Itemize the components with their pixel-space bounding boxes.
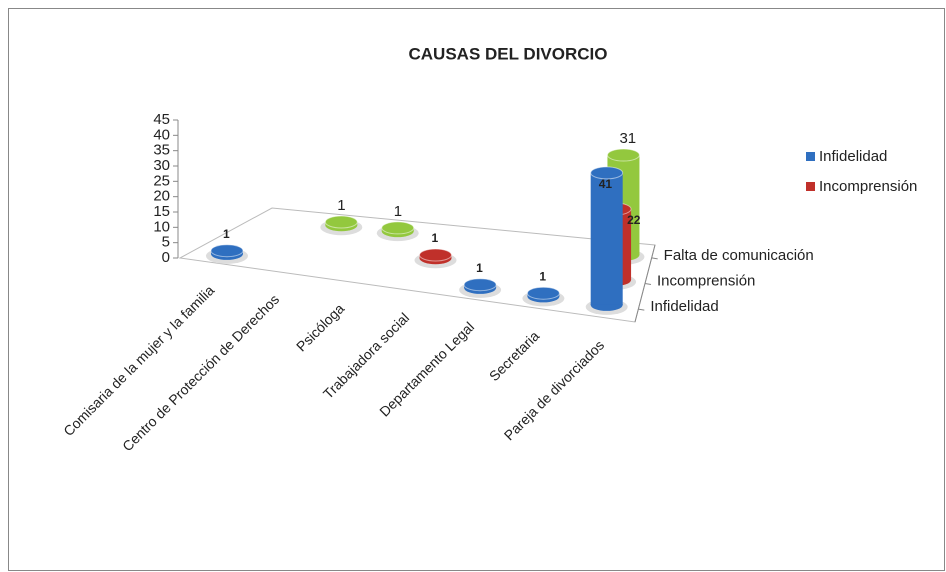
data-label: 1 — [539, 269, 546, 283]
z-tick-label: Incomprensión — [657, 272, 755, 289]
z-tick — [651, 257, 658, 260]
data-label: 22 — [627, 213, 641, 227]
cylinder-body — [590, 172, 623, 305]
cylinder — [381, 221, 415, 238]
y-tick-label: 0 — [162, 249, 170, 266]
legend-label: Infidelidad — [819, 148, 887, 165]
cylinder — [590, 166, 624, 311]
cylinder — [526, 286, 560, 303]
y-tick-label: 35 — [153, 142, 170, 159]
z-tick — [638, 308, 645, 311]
cylinder-top — [419, 248, 452, 262]
data-label: 1 — [337, 197, 345, 214]
data-label: 1 — [394, 203, 402, 220]
z-tick-label: Falta de comunicación — [664, 247, 814, 264]
y-tick-label: 45 — [153, 111, 170, 128]
y-tick-label: 5 — [162, 234, 170, 251]
cylinder-top — [606, 148, 640, 162]
y-tick-label: 40 — [153, 126, 170, 143]
data-label: 1 — [223, 227, 230, 241]
cylinder-top — [526, 286, 560, 300]
cylinder-top — [463, 278, 497, 292]
data-label: 1 — [432, 231, 439, 245]
y-tick-label: 30 — [153, 157, 170, 174]
y-tick-label: 25 — [153, 172, 170, 189]
chart-title: CAUSAS DEL DIVORCIO — [409, 44, 608, 63]
cylinder — [419, 248, 452, 265]
cylinder — [324, 215, 358, 232]
y-tick-label: 15 — [153, 203, 170, 220]
z-tick-label: Infidelidad — [650, 298, 718, 315]
legend-label: Incomprensión — [819, 178, 917, 195]
cylinder-top — [210, 244, 244, 258]
z-tick — [644, 283, 652, 285]
y-tick-label: 10 — [153, 218, 170, 235]
cylinder — [210, 244, 244, 260]
cylinder-top — [590, 166, 624, 180]
y-tick-label: 20 — [153, 188, 170, 205]
data-label: 1 — [476, 261, 483, 275]
cylinder — [463, 278, 497, 294]
data-label: 31 — [619, 130, 636, 147]
legend-swatch — [806, 182, 815, 191]
cylinder-top — [381, 221, 415, 235]
cylinder-top — [324, 215, 358, 229]
data-label: 41 — [599, 177, 613, 191]
legend-swatch — [806, 152, 815, 161]
